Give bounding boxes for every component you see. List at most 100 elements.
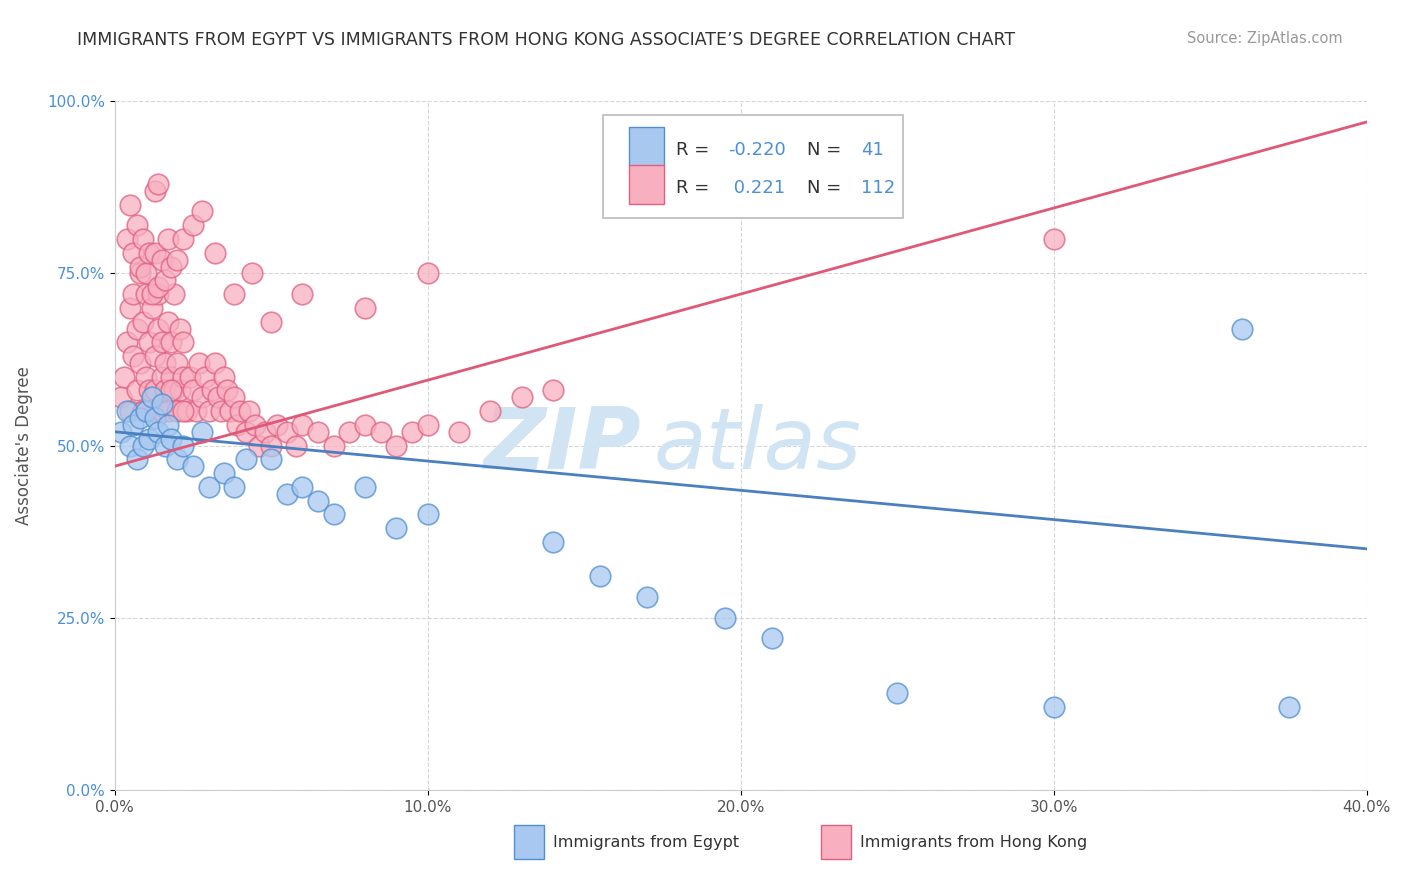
Point — [285, 439, 308, 453]
Point — [153, 439, 176, 453]
Point — [222, 390, 245, 404]
Point — [150, 369, 173, 384]
Point — [354, 301, 377, 315]
Point — [447, 425, 470, 439]
Point — [148, 177, 170, 191]
Text: R =: R = — [676, 179, 714, 197]
Point — [253, 425, 276, 439]
Point — [156, 404, 179, 418]
Point — [160, 260, 183, 274]
Point — [184, 404, 207, 418]
Text: IMMIGRANTS FROM EGYPT VS IMMIGRANTS FROM HONG KONG ASSOCIATE’S DEGREE CORRELATIO: IMMIGRANTS FROM EGYPT VS IMMIGRANTS FROM… — [77, 31, 1015, 49]
Point — [166, 404, 188, 418]
Point — [191, 204, 214, 219]
Point — [141, 287, 163, 301]
Point — [141, 404, 163, 418]
Point — [245, 417, 267, 432]
Point — [122, 287, 145, 301]
Point — [163, 384, 186, 398]
Point — [115, 335, 138, 350]
Point — [194, 369, 217, 384]
Point — [153, 384, 176, 398]
Point — [385, 521, 408, 535]
Point — [354, 417, 377, 432]
Point — [128, 267, 150, 281]
Text: Immigrants from Hong Kong: Immigrants from Hong Kong — [859, 835, 1087, 850]
Point — [191, 425, 214, 439]
Point — [636, 590, 658, 604]
Point — [141, 390, 163, 404]
Point — [479, 404, 502, 418]
Point — [339, 425, 361, 439]
Point — [207, 390, 229, 404]
Point — [160, 335, 183, 350]
Point — [307, 425, 329, 439]
Point — [260, 315, 283, 329]
FancyBboxPatch shape — [603, 115, 904, 219]
Point — [212, 369, 235, 384]
Point — [172, 404, 194, 418]
Point — [714, 610, 737, 624]
Text: ZIP: ZIP — [482, 404, 641, 487]
Point — [172, 369, 194, 384]
Point — [761, 632, 783, 646]
Point — [160, 369, 183, 384]
Point — [148, 425, 170, 439]
Point — [291, 480, 314, 494]
Point — [510, 390, 533, 404]
Point — [172, 232, 194, 246]
Point — [150, 252, 173, 267]
Point — [138, 384, 160, 398]
Point — [120, 197, 142, 211]
Point — [322, 439, 344, 453]
Point — [181, 384, 204, 398]
Point — [141, 301, 163, 315]
Point — [416, 417, 439, 432]
Point — [354, 480, 377, 494]
Point — [156, 417, 179, 432]
Point — [235, 425, 257, 439]
Point — [225, 417, 247, 432]
Point — [169, 321, 191, 335]
Point — [156, 232, 179, 246]
Point — [385, 439, 408, 453]
Point — [322, 508, 344, 522]
Point — [125, 218, 148, 232]
Point — [1042, 232, 1064, 246]
Point — [181, 218, 204, 232]
Point — [125, 452, 148, 467]
Point — [153, 356, 176, 370]
Point — [160, 384, 183, 398]
Point — [191, 390, 214, 404]
Point — [156, 315, 179, 329]
Point — [209, 404, 232, 418]
Text: atlas: atlas — [652, 404, 860, 487]
Point — [222, 287, 245, 301]
Point — [150, 335, 173, 350]
Point — [260, 452, 283, 467]
Text: Immigrants from Egypt: Immigrants from Egypt — [553, 835, 740, 850]
Point — [138, 245, 160, 260]
Point — [188, 356, 211, 370]
Point — [197, 404, 219, 418]
Point — [120, 404, 142, 418]
Point — [143, 411, 166, 425]
Text: 112: 112 — [860, 179, 896, 197]
Point — [370, 425, 392, 439]
Point — [197, 480, 219, 494]
Point — [204, 245, 226, 260]
Point — [260, 439, 283, 453]
Point — [122, 417, 145, 432]
Text: 0.221: 0.221 — [728, 179, 786, 197]
Point — [1042, 700, 1064, 714]
Point — [201, 384, 224, 398]
Point — [166, 252, 188, 267]
Point — [132, 404, 155, 418]
Text: 41: 41 — [860, 141, 884, 159]
Point — [120, 439, 142, 453]
Point — [143, 245, 166, 260]
FancyBboxPatch shape — [630, 127, 664, 166]
Point — [135, 267, 157, 281]
FancyBboxPatch shape — [821, 825, 851, 859]
Point — [150, 397, 173, 411]
